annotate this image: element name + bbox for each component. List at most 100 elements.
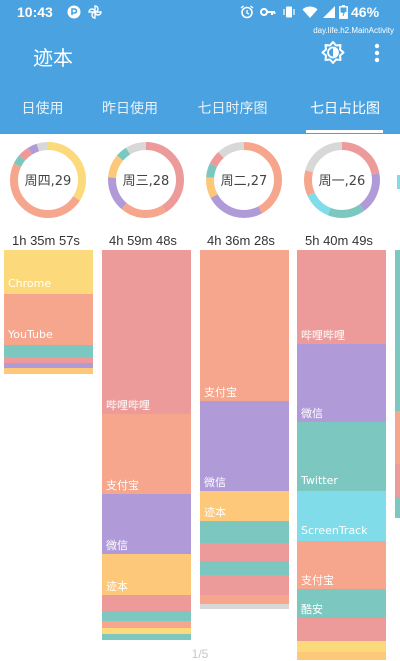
app-label: 支付宝 bbox=[204, 385, 237, 399]
battery-icon bbox=[339, 5, 348, 19]
alarm-icon bbox=[240, 5, 254, 19]
usage-segment bbox=[4, 367, 93, 374]
usage-segment bbox=[4, 345, 93, 357]
tab-daily-usage[interactable]: 日使用 bbox=[21, 101, 64, 117]
p-logo-icon bbox=[67, 5, 81, 19]
donut-label: 周二,27 bbox=[221, 174, 268, 189]
donut-segment bbox=[304, 142, 380, 218]
usage-segment bbox=[395, 464, 400, 497]
app-label: Chrome bbox=[8, 277, 52, 291]
wifi-icon bbox=[302, 6, 318, 18]
usage-segment bbox=[102, 610, 191, 621]
usage-segment: Chrome bbox=[4, 250, 93, 295]
activity-name: day.life.h2.MainActivity bbox=[313, 26, 394, 35]
usage-segment bbox=[200, 603, 289, 609]
page-indicator: 1/5 bbox=[191, 647, 209, 661]
usage-segment bbox=[395, 410, 400, 465]
usage-segment: 迹本 bbox=[102, 554, 191, 596]
donut-segment bbox=[304, 142, 380, 218]
total-duration: 1h 35m 57s bbox=[12, 233, 80, 248]
usage-segment bbox=[4, 362, 93, 368]
usage-segment bbox=[200, 574, 289, 595]
app-label: 迹本 bbox=[204, 506, 226, 520]
status-time: 10:43 bbox=[17, 4, 53, 20]
next-donut-peek bbox=[397, 175, 400, 189]
usage-segment: 微信 bbox=[297, 344, 386, 422]
usage-column-thursday[interactable]: Chrome YouTube bbox=[4, 250, 93, 374]
usage-segment: YouTube bbox=[4, 294, 93, 346]
usage-column-monday[interactable]: 哔哩哔哩微信 Twitter ScreenTrack 支付宝酷安 bbox=[297, 250, 386, 660]
status-bar: 10:43 46% bbox=[0, 0, 400, 26]
donut-chart-tuesday: 周二,27 bbox=[206, 142, 282, 218]
usage-column-wednesday[interactable]: 哔哩哔哩支付宝微信迹本 bbox=[102, 250, 191, 640]
donut-segment bbox=[108, 142, 184, 218]
app-label: Twitter bbox=[301, 473, 338, 487]
app-label: 支付宝 bbox=[106, 478, 139, 492]
usage-segment bbox=[297, 651, 386, 660]
usage-segment: Twitter bbox=[297, 421, 386, 491]
donut-segment bbox=[108, 142, 184, 218]
tab-indicator bbox=[306, 130, 383, 133]
key-icon bbox=[260, 8, 276, 16]
usage-segment: 哔哩哔哩 bbox=[297, 250, 386, 345]
tab-yesterday-usage[interactable]: 昨日使用 bbox=[102, 101, 158, 117]
usage-segment bbox=[395, 496, 400, 518]
donut-segment bbox=[108, 142, 184, 218]
more-vert-icon[interactable] bbox=[368, 40, 386, 66]
donut-segment bbox=[304, 142, 380, 218]
total-duration: 4h 59m 48s bbox=[109, 233, 177, 248]
donut-segment bbox=[10, 142, 86, 218]
donut-label: 周四,29 bbox=[25, 174, 72, 189]
donut-label: 周三,28 bbox=[123, 174, 170, 189]
usage-segment bbox=[200, 542, 289, 561]
usage-segment: 支付宝 bbox=[102, 413, 191, 494]
usage-segment bbox=[200, 521, 289, 543]
app-label: 支付宝 bbox=[301, 573, 334, 587]
usage-segment: ScreenTrack bbox=[297, 490, 386, 541]
signal-icon bbox=[323, 6, 335, 18]
donut-segment bbox=[206, 142, 282, 218]
usage-segment: 支付宝 bbox=[200, 250, 289, 401]
usage-segment bbox=[102, 620, 191, 629]
donut-label: 周一,26 bbox=[319, 174, 366, 189]
donut-segment bbox=[206, 142, 282, 218]
pinwheel-icon bbox=[88, 5, 102, 19]
donut-chart-wednesday: 周三,28 bbox=[108, 142, 184, 218]
app-label: 酷安 bbox=[301, 603, 323, 617]
usage-segment bbox=[297, 618, 386, 642]
usage-segment: 微信 bbox=[200, 400, 289, 491]
donut-segment bbox=[206, 142, 282, 218]
donut-segment bbox=[10, 142, 86, 218]
theme-toggle-icon[interactable] bbox=[320, 40, 346, 66]
app-label: 哔哩哔哩 bbox=[106, 398, 150, 412]
usage-segment bbox=[102, 634, 191, 640]
vibrate-icon bbox=[283, 6, 295, 18]
total-duration: 4h 36m 28s bbox=[207, 233, 275, 248]
app-label: 迹本 bbox=[106, 580, 128, 594]
app-bar: day.life.h2.MainActivity 迹本 日使用 昨日使用 七日时… bbox=[0, 26, 400, 134]
usage-segment bbox=[102, 628, 191, 635]
battery-percent: 46% bbox=[351, 4, 380, 20]
usage-segment bbox=[200, 594, 289, 604]
app-label: 微信 bbox=[301, 406, 323, 420]
usage-segment bbox=[102, 595, 191, 611]
donut-segment bbox=[304, 142, 380, 218]
usage-segment bbox=[297, 641, 386, 652]
app-label: 微信 bbox=[204, 475, 226, 489]
tab-seven-day-share[interactable]: 七日占比图 bbox=[310, 101, 380, 117]
donut-chart-thursday: 周四,29 bbox=[10, 142, 86, 218]
app-title: 迹本 bbox=[33, 46, 73, 70]
app-label: 哔哩哔哩 bbox=[301, 329, 345, 343]
app-label: 微信 bbox=[106, 539, 128, 553]
usage-column-tuesday[interactable]: 支付宝 微信 迹本 bbox=[200, 250, 289, 609]
app-label: ScreenTrack bbox=[301, 523, 368, 537]
usage-segment bbox=[395, 250, 400, 411]
usage-segment: 支付宝 bbox=[297, 540, 386, 589]
tab-seven-day-timeline[interactable]: 七日时序图 bbox=[197, 101, 268, 117]
usage-segment: 迹本 bbox=[200, 490, 289, 522]
donut-chart-monday: 周一,26 bbox=[304, 142, 380, 218]
total-duration: 5h 40m 49s bbox=[305, 233, 373, 248]
usage-segment bbox=[200, 560, 289, 575]
usage-segment: 哔哩哔哩 bbox=[102, 250, 191, 414]
usage-segment bbox=[4, 356, 93, 363]
